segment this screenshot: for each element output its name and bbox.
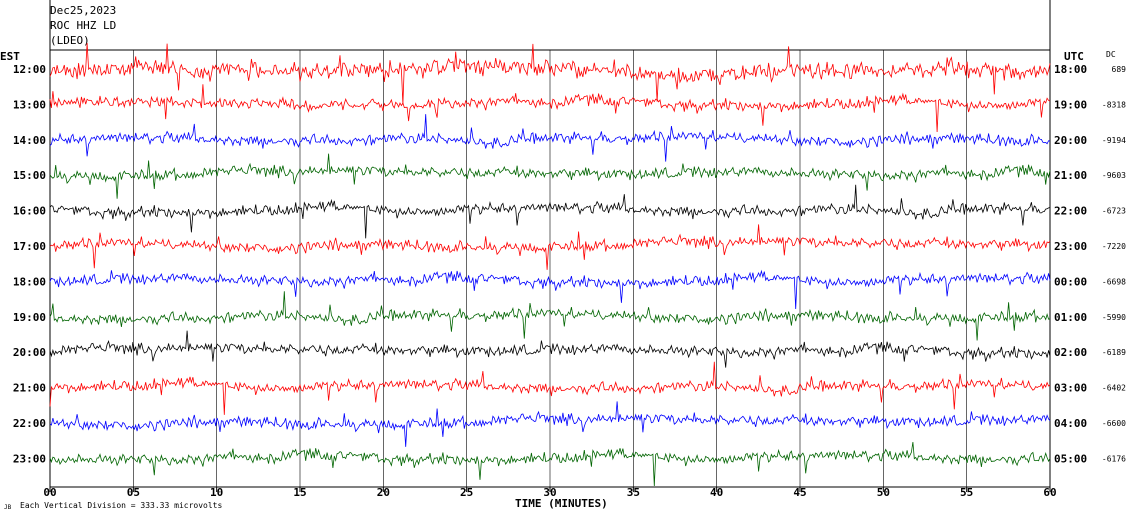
dc-offset-value: -6402 [1102,384,1126,393]
x-tick-label: 50 [877,486,890,499]
utc-hour-label: 00:00 [1054,275,1087,288]
est-hour-label: 20:00 [13,346,46,359]
x-tick-label: 15 [293,486,306,499]
dc-offset-value: -9194 [1102,136,1126,145]
dc-offset-value: -5990 [1102,313,1126,322]
dc-offset-value: 689 [1112,65,1127,74]
vertical-division-note: Each Vertical Division = 333.33 microvol… [20,501,222,510]
utc-hour-label: 03:00 [1054,382,1087,395]
dc-offset-value: -7220 [1102,242,1126,251]
x-tick-label: 30 [543,486,556,499]
utc-hour-label: 23:00 [1054,240,1087,253]
seismic-trace [49,361,1051,415]
utc-hour-label: 01:00 [1054,311,1087,324]
dc-offset-value: -9603 [1102,171,1126,180]
station-label: ROC HHZ LD [50,19,117,32]
dc-offset-value: -6189 [1102,348,1126,357]
utc-hour-label: 02:00 [1054,346,1087,359]
est-hour-label: 16:00 [13,205,46,218]
seismic-trace [49,441,1051,487]
x-tick-label: 20 [377,486,390,499]
seismic-trace [49,291,1051,341]
seismic-trace [49,153,1051,199]
x-axis-label: TIME (MINUTES) [515,497,608,510]
est-hour-label: 12:00 [13,63,46,76]
utc-hour-label: 20:00 [1054,134,1087,147]
seismic-trace [49,42,1051,105]
x-tick-label: 40 [710,486,723,499]
seismic-trace [49,269,1051,310]
x-tick-label: 25 [460,486,473,499]
seismic-trace [49,330,1051,368]
traces-group [49,42,1051,487]
minute-gridlines [49,50,1051,492]
seismic-trace [49,224,1051,270]
x-tick-label: 35 [627,486,640,499]
utc-hour-label: 05:00 [1054,452,1087,465]
dc-offset-value: -6176 [1102,454,1126,463]
dc-offset-value: -8318 [1102,100,1126,109]
seismic-trace [49,184,1051,239]
est-hour-label: 14:00 [13,134,46,147]
est-hour-label: 18:00 [13,275,46,288]
x-tick-label: 10 [210,486,223,499]
est-hour-label: 13:00 [13,98,46,111]
utc-hour-label: 04:00 [1054,417,1087,430]
est-hour-label: 19:00 [13,311,46,324]
est-hour-label: 21:00 [13,382,46,395]
x-tick-label: 00 [43,486,56,499]
utc-hour-label: 18:00 [1054,63,1087,76]
dc-offset-value: -6698 [1102,277,1126,286]
x-tick-label: 45 [793,486,806,499]
est-hour-label: 15:00 [13,169,46,182]
seismic-trace [49,84,1051,133]
utc-hour-label: 19:00 [1054,98,1087,111]
axis-labels: EST UTC DC TIME (MINUTES) JB Each Vertic… [0,50,1126,511]
footnote-mark: JB [4,504,12,511]
est-hour-label: 22:00 [13,417,46,430]
utc-hour-label: 22:00 [1054,205,1087,218]
chart-date: Dec25,2023 [50,4,117,17]
utc-axis-label: UTC [1064,50,1084,63]
x-tick-label: 55 [960,486,973,499]
network-label: (LDEO) [50,34,90,47]
est-hour-label: 17:00 [13,240,46,253]
seismic-trace [49,114,1051,162]
est-axis-label: EST [0,50,20,63]
dc-offset-value: -6600 [1102,419,1126,428]
dc-offset-value: -6723 [1102,207,1126,216]
x-tick-label: 60 [1043,486,1056,499]
dc-header-label: DC [1106,50,1116,59]
est-hour-label: 23:00 [13,452,46,465]
utc-hour-label: 21:00 [1054,169,1087,182]
seismic-trace [49,401,1051,447]
x-tick-label: 05 [127,486,140,499]
